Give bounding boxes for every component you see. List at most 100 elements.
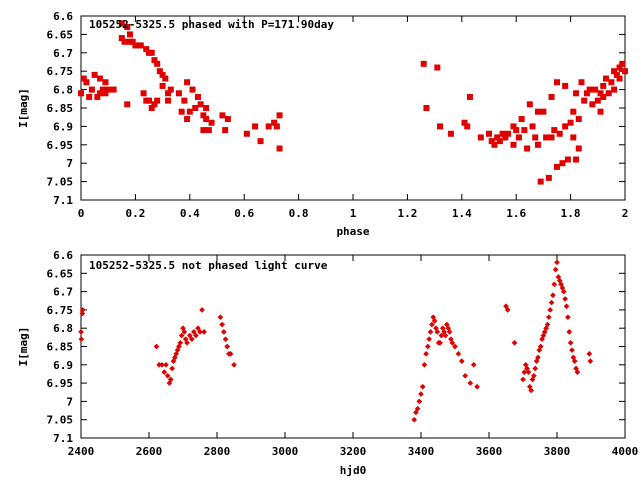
data-point [452, 343, 458, 350]
unphased-chart-x-tick-label: 3400 [408, 445, 435, 458]
data-point [613, 71, 620, 78]
data-point [554, 163, 560, 170]
data-point [411, 416, 418, 423]
phased-chart-y-tick-label: 7.1 [53, 194, 73, 207]
data-point [175, 90, 182, 97]
data-point [513, 127, 520, 134]
data-point [583, 90, 590, 97]
data-point [222, 336, 229, 343]
data-point [257, 138, 264, 145]
data-point [146, 97, 152, 104]
data-point [548, 134, 555, 141]
data-point [534, 108, 541, 115]
data-point [551, 281, 558, 288]
data-point [566, 329, 573, 335]
data-point [600, 82, 607, 89]
phased-chart-x-tick-label: 2 [622, 207, 629, 220]
data-point [564, 156, 571, 163]
data-point [511, 340, 518, 346]
data-point [186, 332, 193, 339]
data-point [97, 90, 104, 97]
data-point [224, 343, 231, 350]
data-point [437, 123, 444, 130]
data-point [546, 314, 552, 321]
data-point [203, 116, 210, 123]
data-point [276, 145, 283, 152]
data-point [423, 350, 429, 357]
data-point [153, 343, 160, 350]
data-point [200, 127, 207, 134]
data-point [78, 336, 85, 343]
data-point [121, 38, 128, 45]
data-point [504, 307, 511, 313]
data-point [165, 97, 172, 104]
data-point [619, 60, 626, 67]
data-point [200, 112, 207, 119]
phased-chart-y-tick-label: 6.8 [53, 84, 73, 97]
data-point [222, 127, 229, 134]
data-point [129, 38, 136, 45]
data-point [569, 347, 575, 353]
data-point [148, 105, 155, 111]
data-point [434, 64, 441, 71]
data-point [554, 259, 560, 266]
data-point [102, 90, 109, 97]
phased-chart-x-tick-label: 1.8 [561, 207, 581, 220]
data-point [181, 97, 188, 104]
data-point [611, 86, 618, 93]
phased-chart-x-tick-label: 0.2 [125, 207, 145, 220]
data-point [159, 82, 166, 89]
data-point [79, 310, 86, 317]
data-point [118, 35, 125, 42]
data-point [611, 68, 618, 75]
data-point [532, 134, 539, 141]
data-point [455, 350, 462, 357]
data-point [521, 369, 528, 375]
data-point [467, 380, 474, 386]
unphased-chart: 6.6 6.65 6.7 6.75 6.8 6.85 6.9 6.95 7 7.05 7.1 240… [17, 249, 638, 477]
phased-chart-x-tick-label: 0.6 [234, 207, 254, 220]
data-point [499, 130, 506, 137]
data-point [581, 97, 588, 104]
data-point [154, 97, 161, 104]
phased-chart-y-tick-label: 6.65 [47, 28, 74, 41]
unphased-chart-title: 105252-5325.5 not phased light curve [89, 259, 328, 272]
data-point [589, 101, 596, 108]
data-point [186, 108, 193, 115]
data-point [510, 123, 517, 130]
data-point [544, 321, 551, 328]
data-point [265, 123, 272, 130]
unphased-chart-y-tick-label: 7.05 [47, 414, 74, 427]
data-point [178, 332, 185, 339]
data-point [565, 314, 571, 321]
phased-chart-y-tick-label: 7.05 [47, 176, 74, 189]
data-point [531, 372, 537, 379]
data-point [227, 350, 234, 357]
phased-chart-x-tick-label: 0.4 [180, 207, 200, 220]
data-point [159, 361, 165, 368]
data-point [567, 119, 574, 126]
data-point [276, 112, 283, 119]
data-point [165, 90, 172, 97]
data-point [110, 86, 117, 93]
data-point [494, 134, 501, 141]
data-point [586, 86, 593, 93]
phased-chart-x-axis-label: phase [336, 225, 369, 238]
data-point [151, 57, 158, 64]
phased-chart-y-tick-label: 6.75 [47, 65, 74, 78]
data-point [525, 369, 532, 375]
phased-chart-plot-area [80, 15, 626, 201]
data-point [529, 123, 536, 130]
data-point [547, 307, 554, 313]
data-point [192, 105, 199, 111]
data-point [552, 266, 559, 273]
phased-chart-title: 105252-5325.5 phased with P=171.90day [89, 18, 334, 31]
data-point [420, 60, 427, 67]
data-point [431, 318, 438, 324]
data-point [429, 321, 435, 328]
data-point [562, 296, 568, 302]
data-point [574, 369, 581, 375]
data-point [543, 134, 550, 141]
data-point [461, 119, 468, 126]
